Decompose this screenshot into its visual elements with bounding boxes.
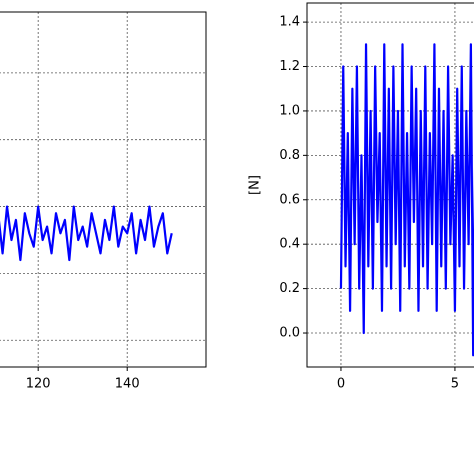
axes-frame bbox=[306, 2, 474, 368]
y-tick-label: 1.2 bbox=[279, 59, 300, 74]
x-tick-label: 140 bbox=[115, 377, 140, 392]
axes-frame bbox=[0, 11, 207, 368]
x-tick-label: 0 bbox=[337, 377, 345, 392]
x-tick-label: 120 bbox=[26, 377, 51, 392]
y-tick-label: 0.2 bbox=[279, 281, 300, 296]
y-tick-label: 0.6 bbox=[279, 192, 300, 207]
plot-area bbox=[0, 205, 173, 262]
y-tick-label: 1.4 bbox=[279, 15, 300, 30]
plot-area bbox=[339, 43, 474, 357]
y-axis-label: [N] bbox=[248, 175, 263, 195]
y-tick-label: 0.0 bbox=[279, 326, 300, 341]
data-line bbox=[0, 205, 173, 262]
x-tick-label: 5 bbox=[451, 377, 459, 392]
y-tick-label: 0.4 bbox=[279, 237, 300, 252]
y-tick-label: 0.8 bbox=[279, 148, 300, 163]
y-tick-label: 1.0 bbox=[279, 103, 300, 118]
data-line bbox=[339, 43, 474, 357]
